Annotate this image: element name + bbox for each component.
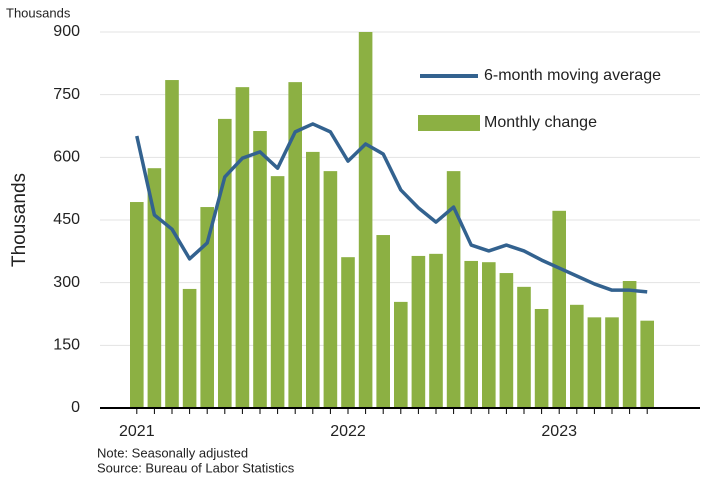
y-tick-label: 600: [53, 149, 80, 166]
y-tick-label: 150: [53, 337, 80, 354]
x-tick-label: 2022: [330, 423, 366, 440]
bar: [429, 253, 443, 408]
bar: [552, 210, 566, 408]
bar: [341, 257, 355, 408]
bar: [270, 176, 285, 408]
bar: [323, 171, 338, 408]
bar: [218, 118, 232, 409]
bar: [640, 320, 654, 408]
bar: [605, 317, 619, 408]
bar: [394, 301, 408, 408]
bar: [622, 280, 637, 408]
y-tick-label: 750: [53, 86, 80, 103]
legend-swatch: [418, 115, 480, 131]
y-tick-label: 900: [53, 23, 80, 40]
bar: [253, 131, 267, 408]
bar: [446, 171, 461, 408]
unit-label: Thousands: [6, 5, 71, 20]
bar: [570, 304, 584, 408]
bar: [358, 32, 373, 408]
bar: [376, 235, 390, 408]
bar: [288, 82, 302, 408]
bar: [200, 207, 214, 408]
y-axis-label: Thousands: [9, 173, 30, 267]
x-tick-label: 2023: [541, 423, 577, 440]
line: [135, 122, 648, 294]
bar: [464, 260, 478, 408]
bar: [499, 273, 514, 408]
bar: [534, 308, 549, 408]
bar: [482, 262, 496, 408]
bar: [147, 168, 162, 408]
bar: [182, 288, 197, 408]
y-tick-label: 300: [53, 274, 80, 291]
legend-label: 6-month moving average: [484, 67, 661, 84]
y-tick-label: 450: [53, 211, 80, 228]
bar: [411, 255, 426, 408]
bar: [306, 151, 320, 408]
source: Source: Bureau of Labor Statistics: [97, 460, 295, 475]
note: Note: Seasonally adjusted: [97, 445, 248, 460]
bar: [130, 202, 144, 408]
x-tick-label: 2021: [119, 423, 155, 440]
bar: [235, 87, 250, 408]
legend-label: Monthly change: [484, 114, 597, 131]
bar: [517, 286, 531, 408]
bar: [587, 317, 602, 408]
bar: [165, 80, 179, 409]
y-tick-label: 0: [71, 399, 80, 416]
